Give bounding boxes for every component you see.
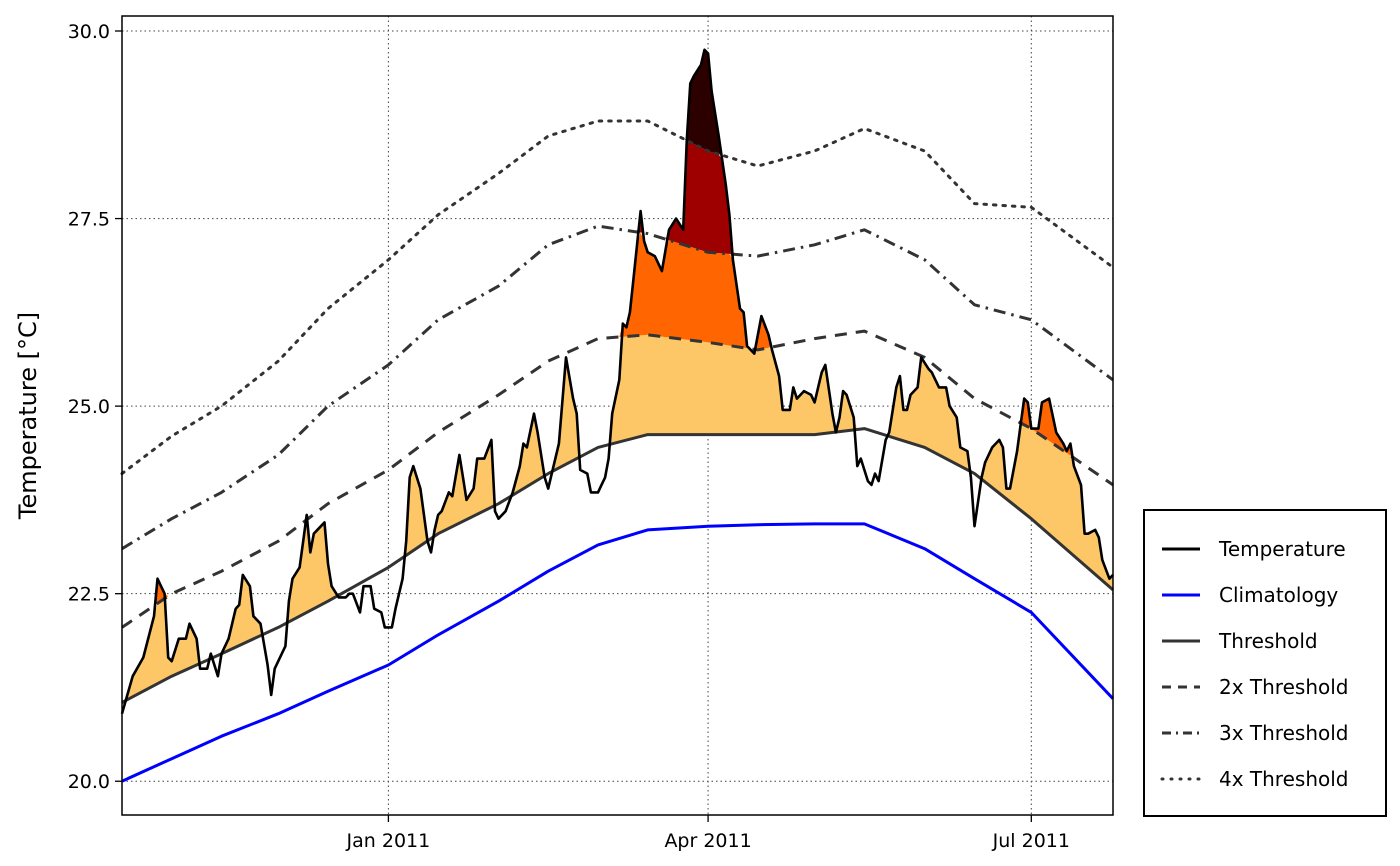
series-line-threshold-3x	[121, 224, 1114, 550]
series-line-threshold	[121, 427, 1114, 704]
fill-strong	[619, 232, 751, 349]
y-axis-title: Temperature [°C]	[14, 312, 42, 520]
y-tick-label: 20.0	[68, 771, 110, 793]
y-tick-label: 30.0	[68, 21, 110, 43]
fill-moderate	[125, 598, 201, 701]
legend-label: 4x Threshold	[1219, 767, 1348, 791]
legend-label: 3x Threshold	[1219, 721, 1348, 745]
series-line-climatology	[121, 522, 1115, 783]
legend-label: Threshold	[1218, 629, 1318, 653]
series-line-threshold-2x	[121, 329, 1114, 629]
fill-moderate	[431, 439, 495, 539]
fill-moderate	[885, 357, 971, 472]
y-tick-label: 25.0	[68, 396, 110, 418]
x-tick-label: Jul 2011	[992, 830, 1070, 852]
series-line-temperature	[120, 48, 1114, 715]
x-tick-label: Jan 2011	[346, 830, 431, 852]
y-tick-label: 27.5	[68, 209, 110, 231]
axes: 20.0 22.5 25.0 27.5 30.0 Jan 2011 Apr 2011 Jul …	[68, 21, 1070, 852]
plot-frame	[121, 15, 1114, 816]
series-line-threshold-4x	[120, 119, 1115, 476]
series-lines	[120, 48, 1115, 783]
legend: Temperature Climatology Threshold 2x Thresh…	[1143, 509, 1387, 817]
fill-moderate	[402, 466, 428, 558]
fill-severe	[665, 140, 733, 255]
fill-extreme	[683, 49, 723, 156]
legend-label: Temperature	[1218, 537, 1346, 561]
fill-strong	[754, 316, 772, 350]
fill-moderate	[835, 391, 858, 433]
y-tick-label: 22.5	[68, 584, 110, 606]
legend-label: Climatology	[1219, 583, 1338, 607]
legend-label: 2x Threshold	[1219, 675, 1348, 699]
fill-moderate	[551, 357, 581, 472]
fill-moderate	[221, 574, 265, 654]
x-tick-label: Apr 2011	[664, 830, 751, 852]
fill-strong	[1031, 398, 1074, 458]
category-fills	[125, 49, 1113, 701]
legend-box	[1143, 509, 1387, 817]
fill-moderate	[978, 424, 1113, 590]
fill-moderate	[608, 334, 836, 445]
